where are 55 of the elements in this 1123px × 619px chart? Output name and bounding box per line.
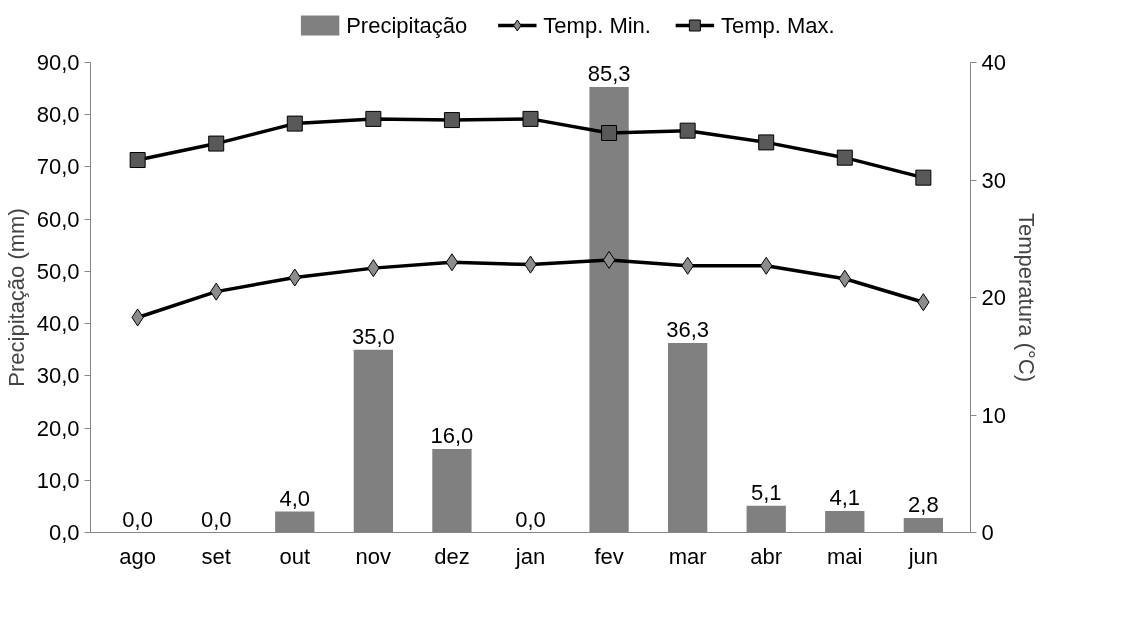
point xyxy=(443,112,460,129)
point xyxy=(129,152,146,169)
data-label: 4,1 xyxy=(829,485,861,511)
y-tick-label: 10,0 xyxy=(36,467,80,493)
data-label: 0,0 xyxy=(122,506,153,532)
y-tick-label: 90,0 xyxy=(36,50,80,75)
legend-label: Precipitação xyxy=(346,13,468,38)
legend-label: Temp. Max. xyxy=(720,13,835,38)
point xyxy=(208,135,225,152)
x-tick-label: mar xyxy=(668,543,707,569)
y-tick-label: 40,0 xyxy=(36,311,80,337)
point xyxy=(365,110,382,127)
data-label: 85,3 xyxy=(587,61,631,87)
x-tick-label: abr xyxy=(750,543,783,569)
y-tick-label: 70,0 xyxy=(36,154,80,180)
legend-label: Temp. Min. xyxy=(543,13,651,38)
y2-axis-title: Temperatura (°C) xyxy=(1013,213,1039,382)
x-tick-label: jan xyxy=(514,543,546,569)
point xyxy=(602,250,616,269)
y-tick-label: 20,0 xyxy=(36,415,80,441)
data-label: 5,1 xyxy=(750,479,782,505)
point xyxy=(758,134,775,151)
y2-tick-label: 20 xyxy=(981,285,1006,310)
y2-tick-label: 10 xyxy=(981,402,1006,428)
point xyxy=(836,149,853,166)
point xyxy=(679,122,696,139)
x-tick-label: set xyxy=(201,543,231,569)
y2-tick-label: 40 xyxy=(981,50,1006,75)
x-tick-label: mai xyxy=(827,543,863,569)
data-label: 16,0 xyxy=(430,422,474,448)
data-label: 0,0 xyxy=(200,506,232,532)
point xyxy=(445,253,459,272)
data-label: 35,0 xyxy=(351,323,395,349)
y-tick-label: 60,0 xyxy=(36,206,80,232)
y-tick-label: 30,0 xyxy=(36,363,80,389)
y2-tick-label: 0 xyxy=(981,520,994,545)
point xyxy=(915,169,932,186)
y-tick-label: 80,0 xyxy=(36,102,80,128)
x-tick-label: ago xyxy=(119,543,157,569)
y2-tick-label: 30 xyxy=(981,167,1006,193)
data-label: 4,0 xyxy=(279,485,311,511)
data-label: 0,0 xyxy=(515,506,546,532)
point xyxy=(286,115,303,132)
data-label: 36,3 xyxy=(666,316,710,342)
data-label: 2,8 xyxy=(908,491,939,517)
point xyxy=(522,110,539,127)
y-axis-title: Precipitação (mm) xyxy=(3,208,29,387)
y-tick-label: 50,0 xyxy=(36,258,80,284)
x-tick-label: dez xyxy=(434,543,470,569)
x-tick-label: fev xyxy=(594,543,624,569)
x-tick-label: nov xyxy=(355,543,392,569)
x-tick-label: jun xyxy=(907,543,939,569)
x-tick-label: out xyxy=(279,543,311,569)
point xyxy=(601,125,618,141)
y-tick-label: 0,0 xyxy=(48,520,80,545)
